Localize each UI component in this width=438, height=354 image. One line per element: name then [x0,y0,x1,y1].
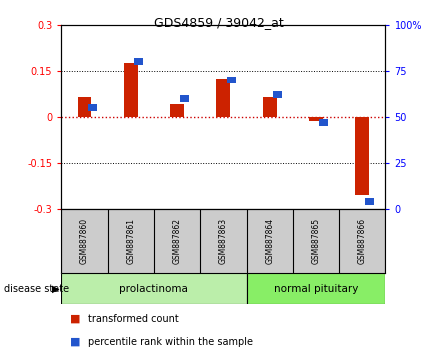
Text: transformed count: transformed count [88,314,178,324]
Text: ▶: ▶ [52,284,59,293]
Bar [170,104,184,117]
Text: GSM887860: GSM887860 [80,218,89,264]
Bar [180,95,189,102]
Bar [309,117,323,120]
Bar [124,63,138,117]
Text: GSM887864: GSM887864 [265,218,274,264]
Text: GSM887861: GSM887861 [126,218,135,264]
Bar [226,76,236,84]
Bar [88,104,97,111]
FancyBboxPatch shape [247,273,385,304]
Text: GSM887862: GSM887862 [173,218,182,264]
Bar [365,198,374,205]
Text: prolactinoma: prolactinoma [120,284,188,293]
Text: GSM887865: GSM887865 [311,218,321,264]
Text: GDS4859 / 39042_at: GDS4859 / 39042_at [154,16,284,29]
Bar [355,117,369,195]
Bar [273,91,282,98]
Bar [134,58,143,65]
Text: disease state: disease state [4,284,70,293]
Bar [319,119,328,126]
Text: normal pituitary: normal pituitary [274,284,358,293]
Text: GSM887866: GSM887866 [358,218,367,264]
Text: ■: ■ [70,337,81,347]
FancyBboxPatch shape [61,273,247,304]
Bar [78,97,92,117]
Text: ■: ■ [70,314,81,324]
Text: percentile rank within the sample: percentile rank within the sample [88,337,253,347]
Bar [216,79,230,117]
Bar [263,97,277,117]
Text: GSM887863: GSM887863 [219,218,228,264]
